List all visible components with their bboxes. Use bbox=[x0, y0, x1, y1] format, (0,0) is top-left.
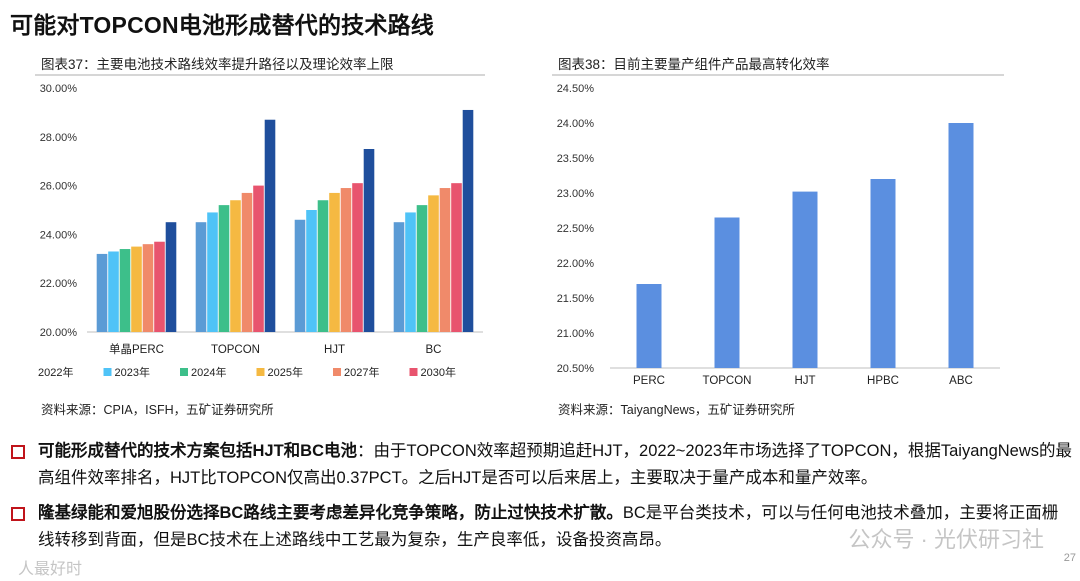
bullet-list: 可能形成替代的技术方案包括HJT和BC电池：由于TOPCON效率超预期追赶HJT… bbox=[10, 438, 1072, 554]
x-tick-label: HPBC bbox=[867, 375, 899, 387]
page-number: 27 bbox=[1063, 552, 1076, 564]
bar bbox=[439, 188, 451, 332]
chart-module-efficiency: 20.50% 21.00% 21.50% 22.00% 22.50% 23.00% 23.5… bbox=[557, 83, 1000, 387]
chart-source: 资料来源：TaiyangNews，五矿证券研究所 bbox=[558, 403, 795, 417]
legend-label: 2027年 bbox=[344, 365, 379, 379]
y-tick-label: 23.00% bbox=[557, 188, 595, 200]
chart-title: 图表38：目前主要量产组件产品最高转化效率 bbox=[558, 57, 830, 72]
legend-swatch bbox=[333, 368, 341, 376]
bar bbox=[636, 284, 662, 368]
bar bbox=[329, 192, 340, 332]
bar bbox=[241, 192, 253, 332]
chart-source: 资料来源：CPIA，ISFH，五矿证券研究所 bbox=[41, 403, 274, 417]
y-tick-label: 24.00% bbox=[557, 118, 595, 130]
bar bbox=[108, 251, 119, 332]
x-tick-label: HJT bbox=[324, 344, 345, 356]
y-tick-label: 23.50% bbox=[557, 153, 595, 165]
y-tick-label: 30.00% bbox=[40, 83, 78, 95]
bar bbox=[393, 222, 405, 332]
bar bbox=[154, 241, 165, 332]
y-tick-label: 24.00% bbox=[40, 229, 78, 241]
bar bbox=[294, 219, 306, 332]
bar bbox=[792, 191, 818, 368]
bar bbox=[451, 183, 462, 332]
bar bbox=[207, 212, 218, 332]
bar bbox=[306, 210, 317, 332]
x-tick-label: ABC bbox=[949, 375, 973, 387]
bar bbox=[416, 205, 428, 332]
bar bbox=[230, 200, 241, 332]
chart-title-rule bbox=[552, 74, 1004, 76]
legend-label: 2030年 bbox=[421, 365, 456, 379]
bar bbox=[253, 185, 264, 332]
bar bbox=[317, 200, 329, 332]
bullet-lead: 隆基绿能和爱旭股份选择BC路线主要考虑差异化竞争策略，防止过快技术扩散。 bbox=[38, 504, 623, 522]
chart-efficiency-path: 20.00% 22.00% 24.00% 26.00% 28.00% 30.00% 单晶PE… bbox=[38, 83, 483, 379]
bar bbox=[165, 222, 177, 332]
chart-title: 图表37：主要电池技术路线效率提升路径以及理论效率上限 bbox=[41, 57, 394, 72]
bar bbox=[714, 217, 740, 368]
bar bbox=[352, 183, 363, 332]
bullet-item: 隆基绿能和爱旭股份选择BC路线主要考虑差异化竞争策略，防止过快技术扩散。BC是平… bbox=[10, 500, 1072, 554]
y-tick-label: 21.00% bbox=[557, 328, 595, 340]
x-tick-label: 单晶PERC bbox=[109, 343, 164, 356]
bar bbox=[363, 149, 375, 332]
bar bbox=[195, 222, 207, 332]
bullet-square-icon bbox=[11, 507, 25, 521]
y-tick-label: 21.50% bbox=[557, 293, 595, 305]
bullet-square-icon bbox=[11, 445, 25, 459]
page-title: 可能对TOPCON电池形成替代的技术路线 bbox=[10, 12, 434, 38]
bar bbox=[131, 246, 142, 332]
bar bbox=[264, 119, 276, 332]
bullet-lead: 可能形成替代的技术方案包括HJT和BC电池 bbox=[38, 442, 358, 460]
legend-swatch bbox=[409, 368, 418, 376]
y-tick-label: 20.50% bbox=[557, 363, 595, 375]
bar bbox=[462, 109, 474, 333]
legend-label: 2024年 bbox=[191, 365, 226, 379]
bar bbox=[428, 195, 439, 332]
watermark-left: 人最好时 bbox=[18, 561, 83, 578]
legend-swatch bbox=[256, 368, 265, 376]
y-tick-label: 22.50% bbox=[557, 223, 595, 235]
bullet-text: ：由于TOPCON效率超预期追赶HJT，2022~2023年市场选择了TOPCO… bbox=[38, 442, 1073, 487]
bar bbox=[218, 205, 230, 332]
chart-title-rule bbox=[35, 74, 485, 76]
bar bbox=[948, 123, 974, 368]
bar bbox=[142, 244, 154, 332]
bullet-text: BC是平台类技术，可以与任何电池技术叠加，主要将正面栅线转移到背面，但是BC技术… bbox=[38, 504, 1059, 549]
y-tick-label: 28.00% bbox=[40, 132, 78, 144]
x-tick-label: HJT bbox=[794, 375, 815, 387]
y-tick-label: 24.50% bbox=[557, 83, 595, 95]
y-tick-label: 20.00% bbox=[40, 327, 78, 339]
legend-label: 2025年 bbox=[268, 365, 303, 379]
x-tick-label: TOPCON bbox=[211, 344, 260, 356]
legend-label: 2023年 bbox=[115, 365, 150, 379]
chart-panel-efficiency-path: 图表37：主要电池技术路线效率提升路径以及理论效率上限 20.00% 22.00%… bbox=[35, 48, 485, 420]
chart-panel-module-efficiency: 图表38：目前主要量产组件产品最高转化效率 20.50% 21.00% 21.50%… bbox=[552, 48, 1004, 420]
y-tick-label: 22.00% bbox=[40, 278, 78, 290]
bullet-item: 可能形成替代的技术方案包括HJT和BC电池：由于TOPCON效率超预期追赶HJT… bbox=[10, 438, 1072, 492]
bar bbox=[405, 212, 416, 332]
bar bbox=[340, 188, 352, 332]
bar bbox=[119, 249, 131, 332]
bar bbox=[96, 253, 108, 332]
legend-swatch bbox=[103, 368, 112, 376]
x-tick-label: BC bbox=[426, 344, 442, 356]
watermark: 公众号 · 光伏研习社 bbox=[848, 527, 1044, 552]
legend-swatch bbox=[180, 368, 188, 376]
y-tick-label: 22.00% bbox=[557, 258, 595, 270]
x-tick-label: TOPCON bbox=[703, 375, 752, 387]
bar bbox=[870, 179, 896, 368]
y-tick-label: 26.00% bbox=[40, 181, 78, 193]
legend-label: 2022年 bbox=[38, 365, 73, 379]
x-tick-label: PERC bbox=[633, 375, 665, 387]
